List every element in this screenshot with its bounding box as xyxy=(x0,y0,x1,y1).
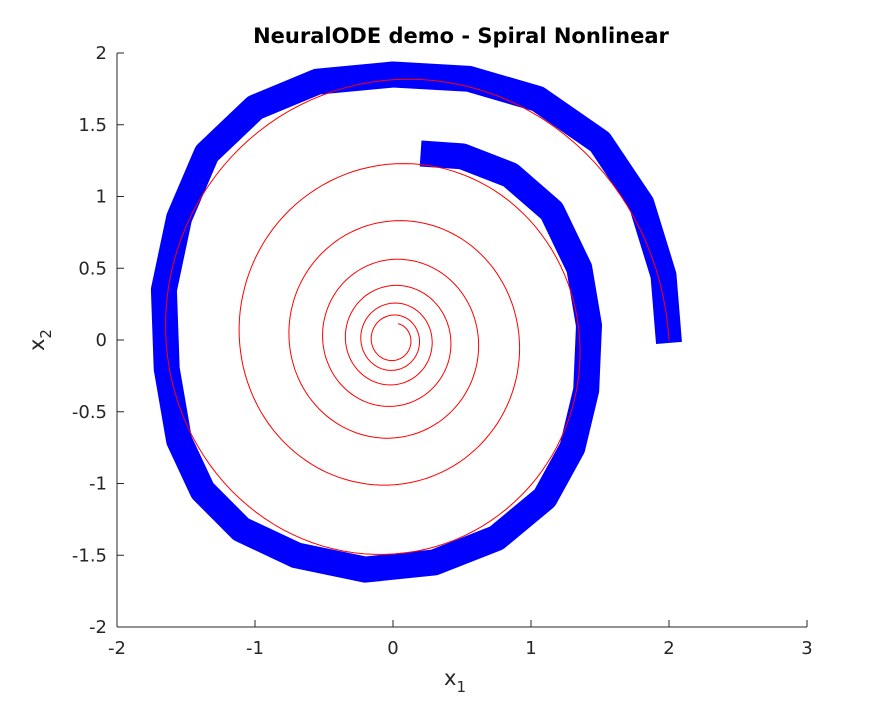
y-tick-label: -0.5 xyxy=(72,402,107,423)
y-tick-label: -1.5 xyxy=(72,545,107,566)
y-tick-label: 2 xyxy=(96,43,107,64)
x-tick-label: 0 xyxy=(387,638,398,659)
chart-title: NeuralODE demo - Spiral Nonlinear xyxy=(253,24,669,48)
y-axis-label: x2 xyxy=(25,329,55,351)
y-tick-label: 1 xyxy=(96,187,107,208)
axes: -2 -1 0 1 2 3 -2 -1.5 -1 -0.5 0 0.5 1 1.5 2 xyxy=(72,43,813,659)
x-tick-label: 2 xyxy=(663,638,674,659)
plot-area xyxy=(150,61,682,583)
y-tick-label: 1.5 xyxy=(78,115,107,136)
x-tick-label: -1 xyxy=(246,638,264,659)
series-0-spiral-line xyxy=(165,78,670,555)
y-tick-label: -2 xyxy=(89,617,107,638)
x-tick-label: -2 xyxy=(108,638,126,659)
x-axis-label: x1 xyxy=(444,666,466,696)
y-tick-label: 0.5 xyxy=(78,258,107,279)
y-tick-label: -1 xyxy=(89,474,107,495)
x-tick-label: 1 xyxy=(525,638,536,659)
y-tick-label: 0 xyxy=(96,330,107,351)
x-tick-label: 3 xyxy=(801,638,812,659)
series-1-band xyxy=(150,61,682,583)
